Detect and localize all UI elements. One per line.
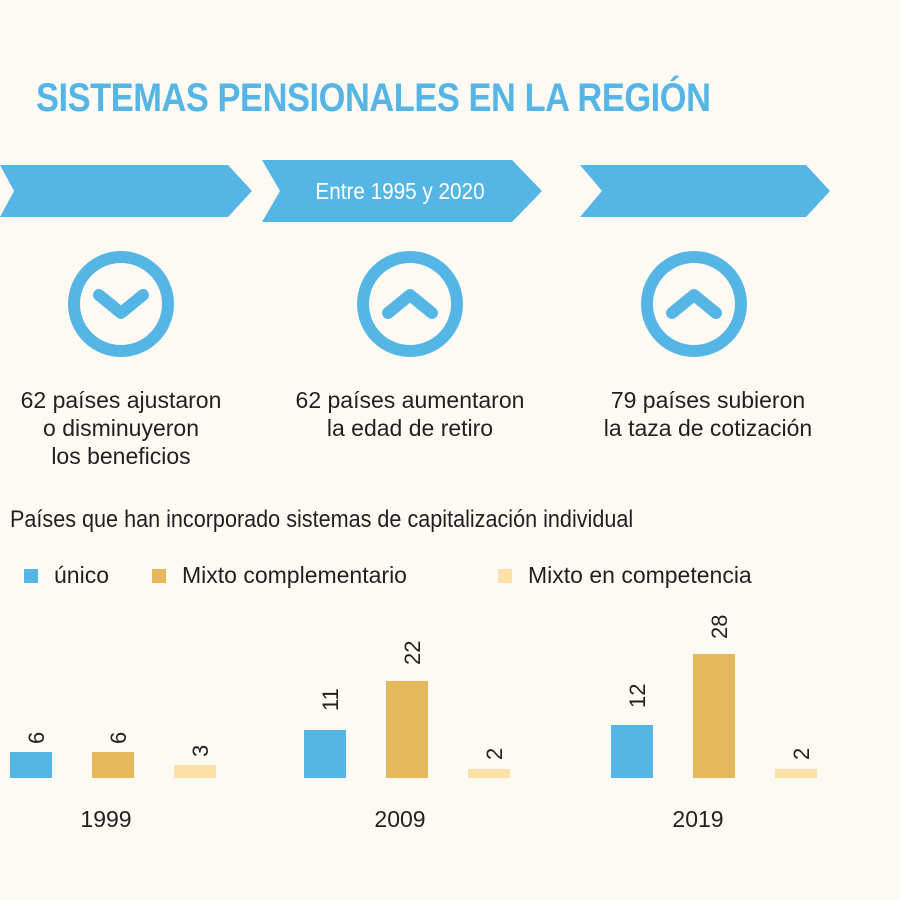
legend-swatch-mixto-complementario bbox=[152, 568, 166, 583]
timeline-arrow-3 bbox=[580, 165, 830, 217]
bar-value: 12 bbox=[625, 683, 650, 708]
bar-value: 11 bbox=[318, 688, 343, 711]
chevron-up-circle-icon bbox=[356, 250, 464, 358]
legend-item-mixto-complementario: Mixto complementario bbox=[152, 562, 407, 589]
chevron-down-circle-icon bbox=[67, 250, 175, 358]
bar-value: 2 bbox=[789, 747, 814, 760]
timeline-period-label: Entre 1995 y 2020 bbox=[315, 177, 485, 204]
page-title: SISTEMAS PENSIONALES EN LA REGIÓN bbox=[36, 76, 711, 120]
bar-1999-mixto-competencia bbox=[174, 765, 216, 778]
bar-value: 28 bbox=[707, 614, 732, 639]
bar-2009-unico bbox=[304, 730, 346, 778]
bar-value: 6 bbox=[106, 731, 131, 744]
bar-2009-mixto-competencia bbox=[468, 769, 510, 778]
bar-2009-mixto-complementario bbox=[386, 681, 428, 778]
category-label-2009: 2009 bbox=[374, 806, 426, 832]
legend-item-unico: único bbox=[24, 562, 109, 589]
bar-2019-unico bbox=[611, 725, 653, 778]
timeline-arrow-1 bbox=[0, 165, 252, 217]
bar-1999-unico bbox=[10, 752, 52, 778]
stat-caption-benefits: 62 países ajustaron o disminuyeron los b… bbox=[20, 387, 222, 469]
bar-value: 6 bbox=[24, 731, 49, 744]
chart-title: Países que han incorporado sistemas de c… bbox=[10, 506, 634, 533]
bar-2019-mixto-competencia bbox=[775, 769, 817, 778]
chevron-up-circle-icon bbox=[640, 250, 748, 358]
bar-value: 2 bbox=[482, 747, 507, 760]
stat-caption-retirement-age: 62 países aumentaron la edad de retiro bbox=[295, 387, 525, 441]
category-label-1999: 1999 bbox=[80, 806, 132, 832]
bar-2019-mixto-complementario bbox=[693, 654, 735, 778]
category-label-2019: 2019 bbox=[672, 806, 724, 832]
stat-caption-contribution-rate: 79 países subieron la taza de cotización bbox=[603, 387, 813, 441]
bar-value: 3 bbox=[188, 744, 213, 757]
timeline-arrow-2: Entre 1995 y 2020 bbox=[258, 160, 542, 222]
bar-1999-mixto-complementario bbox=[92, 752, 134, 778]
legend-swatch-mixto-competencia bbox=[498, 568, 512, 583]
legend-item-mixto-competencia: Mixto en competencia bbox=[498, 562, 752, 589]
bar-value: 22 bbox=[400, 640, 425, 665]
legend-swatch-unico bbox=[24, 568, 38, 583]
